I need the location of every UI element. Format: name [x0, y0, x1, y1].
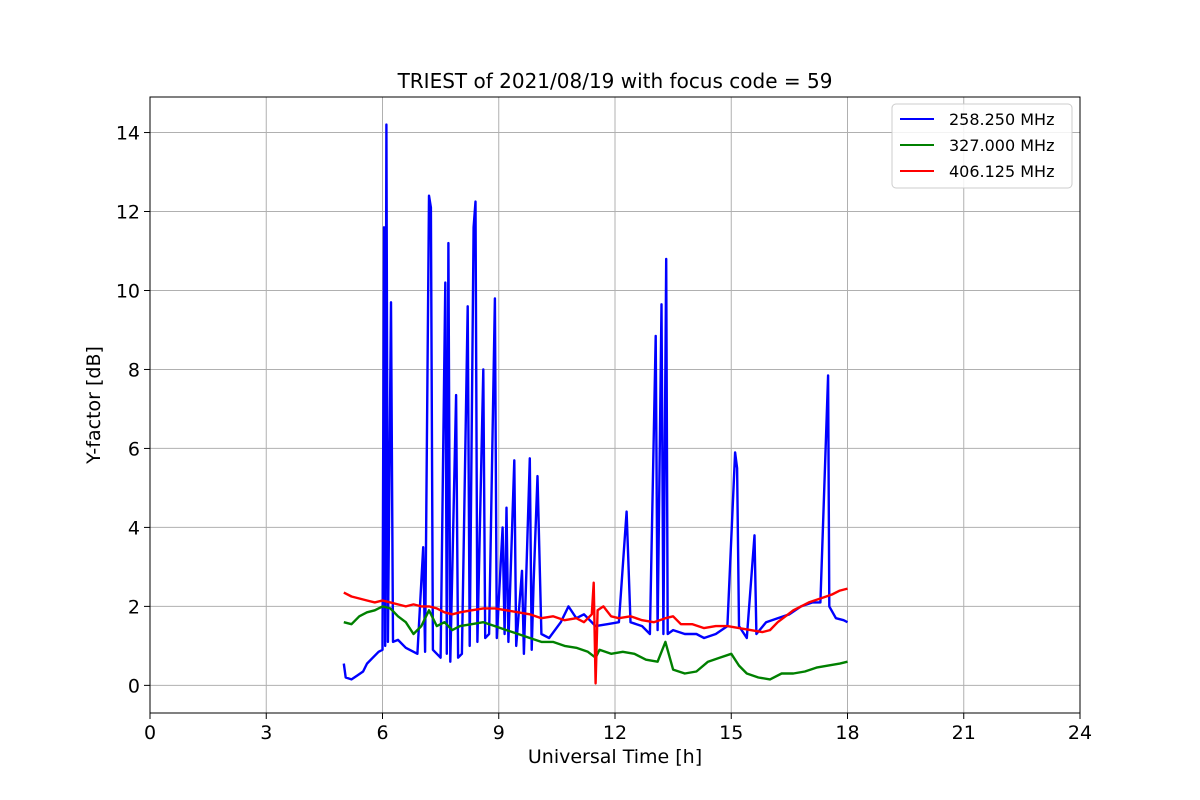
- series-line-3: [343, 581, 848, 685]
- legend-label-3: 406.125 MHz: [949, 162, 1054, 181]
- y-axis-ticks: 0 2 4 6 8 10 12 14: [116, 123, 150, 697]
- x-tick-label: 3: [260, 722, 272, 744]
- x-tick-label: 15: [719, 722, 743, 744]
- x-axis-ticks: 0 3 6 9 12 15 18 21 24: [144, 713, 1092, 744]
- y-tick-label: 2: [128, 596, 140, 618]
- x-tick-label: 24: [1068, 722, 1092, 744]
- legend: 258.250 MHz 327.000 MHz 406.125 MHz: [891, 103, 1073, 189]
- series-line-2: [343, 605, 848, 681]
- x-tick-label: 9: [493, 722, 505, 744]
- y-tick-label: 4: [128, 517, 140, 539]
- x-tick-label: 0: [144, 722, 156, 744]
- y-tick-label: 10: [116, 280, 140, 302]
- x-tick-label: 18: [835, 722, 859, 744]
- y-tick-label: 12: [116, 202, 140, 224]
- legend-box: [891, 103, 1073, 189]
- y-tick-label: 0: [128, 675, 140, 697]
- data-series: [342, 123, 849, 685]
- y-tick-label: 6: [128, 438, 140, 460]
- grid-lines: [149, 97, 1081, 713]
- legend-label-2: 327.000 MHz: [949, 136, 1054, 155]
- x-axis-label: Universal Time [h]: [528, 746, 702, 768]
- legend-label-1: 258.250 MHz: [949, 110, 1054, 129]
- chart-title: TRIEST of 2021/08/19 with focus code = 5…: [397, 69, 833, 93]
- y-axis-label: Y-factor [dB]: [83, 346, 105, 465]
- x-tick-label: 6: [376, 722, 388, 744]
- y-tick-label: 8: [128, 359, 140, 381]
- series-line-1: [342, 123, 849, 681]
- y-tick-label: 14: [116, 123, 140, 145]
- x-tick-label: 21: [952, 722, 976, 744]
- x-tick-label: 12: [603, 722, 627, 744]
